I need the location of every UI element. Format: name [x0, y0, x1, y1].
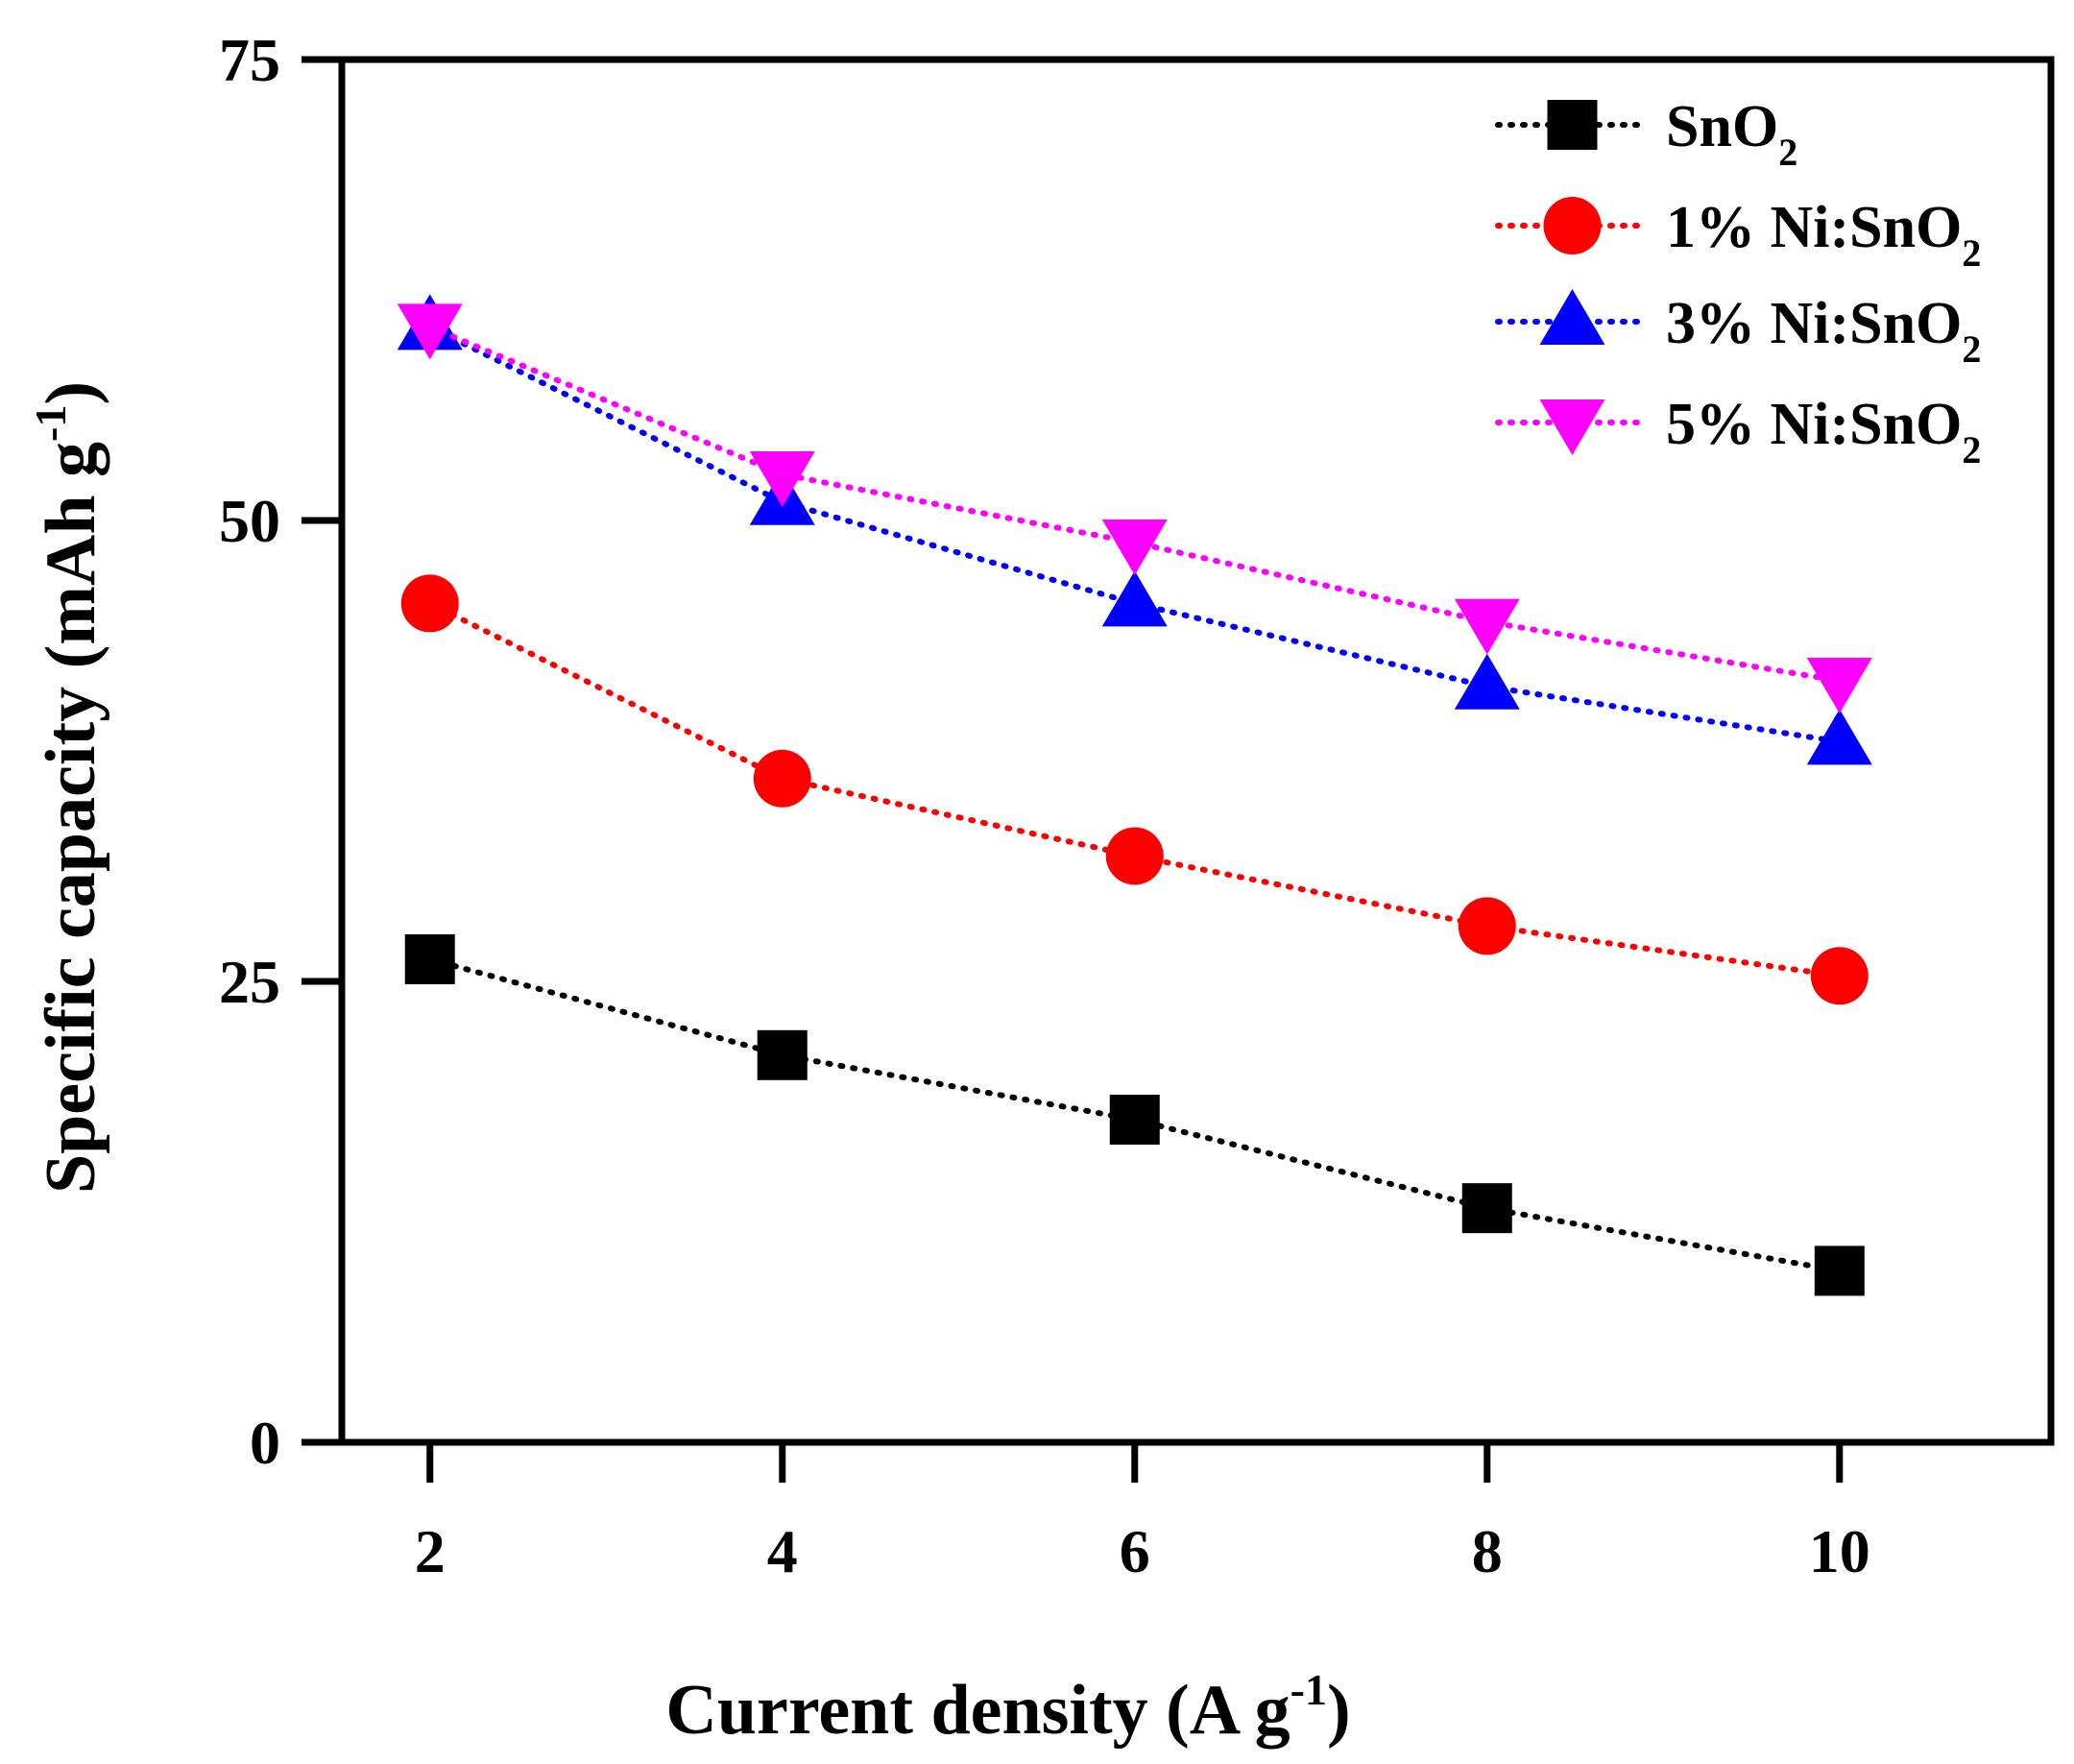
y-axis-label-end: ) [32, 381, 110, 405]
data-point-0-4 [1814, 1245, 1865, 1296]
x-axis-label-sup: -1 [1290, 1665, 1327, 1714]
legend-label-sub-0: 2 [1778, 131, 1797, 174]
x-tick-label-2: 2 [415, 1517, 446, 1585]
legend-marker-2 [1539, 289, 1605, 345]
data-point-2-3 [1454, 653, 1520, 710]
data-point-0-1 [757, 1029, 808, 1080]
plot-frame [338, 56, 2055, 1446]
series-line-1 [426, 600, 1843, 979]
legend-label-sub-1: 2 [1962, 231, 1981, 275]
legend-label-text-1: 1% Ni:SnO [1666, 195, 1962, 260]
legend-label-sub-3: 2 [1962, 428, 1981, 471]
data-point-0-0 [404, 933, 455, 984]
x-tick-label-4: 4 [767, 1517, 798, 1585]
y-axis-label-text: Specific capacity (mAh g [32, 442, 110, 1194]
legend-marker-1 [1543, 197, 1602, 254]
series-line-3 [426, 324, 1843, 685]
x-axis-label: Current density (A g-1) [665, 1665, 1350, 1750]
data-point-3-1 [749, 451, 815, 507]
y-axis-label: Specific capacity (mAh g-1) [26, 381, 110, 1194]
y-tick-label-75: 75 [219, 26, 280, 94]
legend-label-text-0: SnO [1666, 94, 1778, 159]
legend-label-text-2: 3% Ni:SnO [1666, 291, 1962, 356]
data-point-1-3 [1458, 897, 1516, 955]
legend-label-sub-2: 2 [1962, 327, 1981, 371]
data-point-1-0 [400, 574, 459, 633]
data-point-3-0 [397, 303, 463, 360]
data-point-1-4 [1810, 947, 1869, 1005]
legend-label-3: 5% Ni:SnO2 [1666, 392, 1981, 471]
legend-label-0: SnO2 [1666, 94, 1797, 174]
y-tick-label-25: 25 [219, 948, 280, 1016]
axes-ticks: 0 25 50 75 2 4 6 8 10 [219, 26, 1870, 1585]
x-tick-label-8: 8 [1472, 1517, 1503, 1585]
legend-item-0: SnO2 [1495, 94, 1797, 174]
legend-label-1: 1% Ni:SnO2 [1666, 195, 1981, 275]
legend-label-2: 3% Ni:SnO2 [1666, 291, 1981, 371]
legend-item-1: 1% Ni:SnO2 [1495, 195, 1981, 275]
y-tick-label-0: 0 [250, 1409, 280, 1477]
y-tick-label-50: 50 [219, 487, 280, 555]
data-point-3-2 [1101, 520, 1168, 576]
legend-marker-3 [1539, 399, 1605, 455]
legend-marker-0 [1547, 100, 1598, 150]
legend-item-3: 5% Ni:SnO2 [1495, 392, 1981, 471]
y-axis-label-sup: -1 [26, 405, 75, 442]
data-point-3-4 [1806, 658, 1872, 714]
data-point-0-2 [1109, 1095, 1160, 1145]
series-3 [397, 303, 1872, 714]
x-tick-label-10: 10 [1809, 1517, 1870, 1585]
x-tick-label-6: 6 [1120, 1517, 1150, 1585]
data-point-1-2 [1105, 827, 1164, 885]
x-axis-label-text: Current density (A g [665, 1671, 1290, 1750]
data-point-0-3 [1461, 1183, 1512, 1234]
legend-label-text-3: 5% Ni:SnO [1666, 392, 1962, 457]
data-point-3-3 [1454, 598, 1520, 655]
x-axis-label-end: ) [1327, 1671, 1351, 1750]
data-point-2-4 [1806, 709, 1872, 765]
data-point-2-2 [1101, 570, 1168, 627]
series-0 [404, 933, 1865, 1296]
series-layer [397, 294, 1872, 1296]
legend-item-2: 3% Ni:SnO2 [1495, 289, 1981, 371]
data-point-1-1 [753, 749, 811, 808]
series-1 [400, 574, 1869, 1005]
